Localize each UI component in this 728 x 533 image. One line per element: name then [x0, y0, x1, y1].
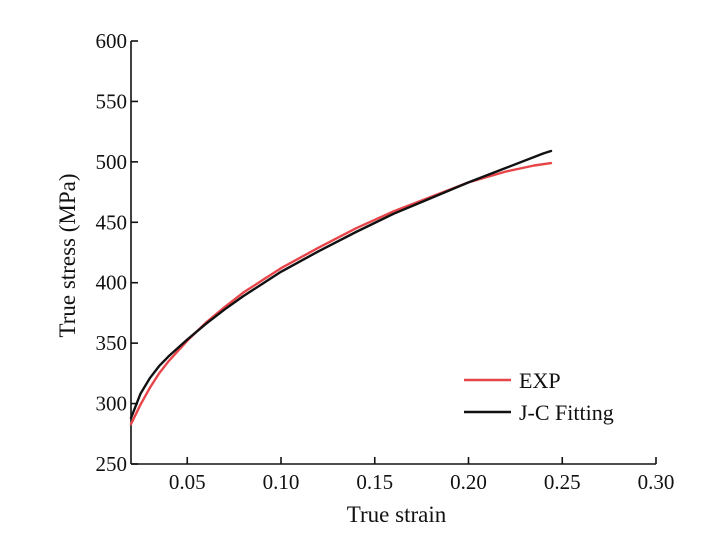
- x-tick-label: 0.05: [169, 470, 206, 494]
- series-layer: [129, 149, 553, 426]
- y-tick-label: 300: [96, 392, 128, 416]
- x-tick-label: 0.15: [356, 470, 393, 494]
- legend: EXP J-C Fitting: [464, 368, 614, 425]
- series-line-jc-fitting: [129, 149, 553, 420]
- x-tick-label: 0.25: [544, 470, 581, 494]
- y-tick-label: 550: [96, 89, 128, 113]
- y-tick-label: 350: [96, 331, 128, 355]
- legend-label-exp: EXP: [519, 368, 561, 393]
- y-tick-label: 250: [96, 452, 128, 476]
- series-line-exp: [129, 161, 553, 426]
- y-tick-label: 400: [96, 271, 128, 295]
- y-tick-label: 500: [96, 150, 128, 174]
- y-tick-label: 600: [96, 29, 128, 53]
- x-tick-label: 0.30: [638, 470, 675, 494]
- x-tick-label: 0.10: [263, 470, 300, 494]
- legend-label-jc-fitting: J-C Fitting: [519, 400, 614, 425]
- x-axis-label: True strain: [347, 502, 447, 527]
- y-tick-label: 450: [96, 210, 128, 234]
- y-axis-label: True stress (MPa): [55, 174, 80, 338]
- y-ticks: 250 300 350 400 450 500 550 600: [96, 29, 138, 476]
- x-ticks: 0.05 0.10 0.15 0.20 0.25 0.30: [169, 457, 675, 494]
- x-tick-label: 0.20: [450, 470, 487, 494]
